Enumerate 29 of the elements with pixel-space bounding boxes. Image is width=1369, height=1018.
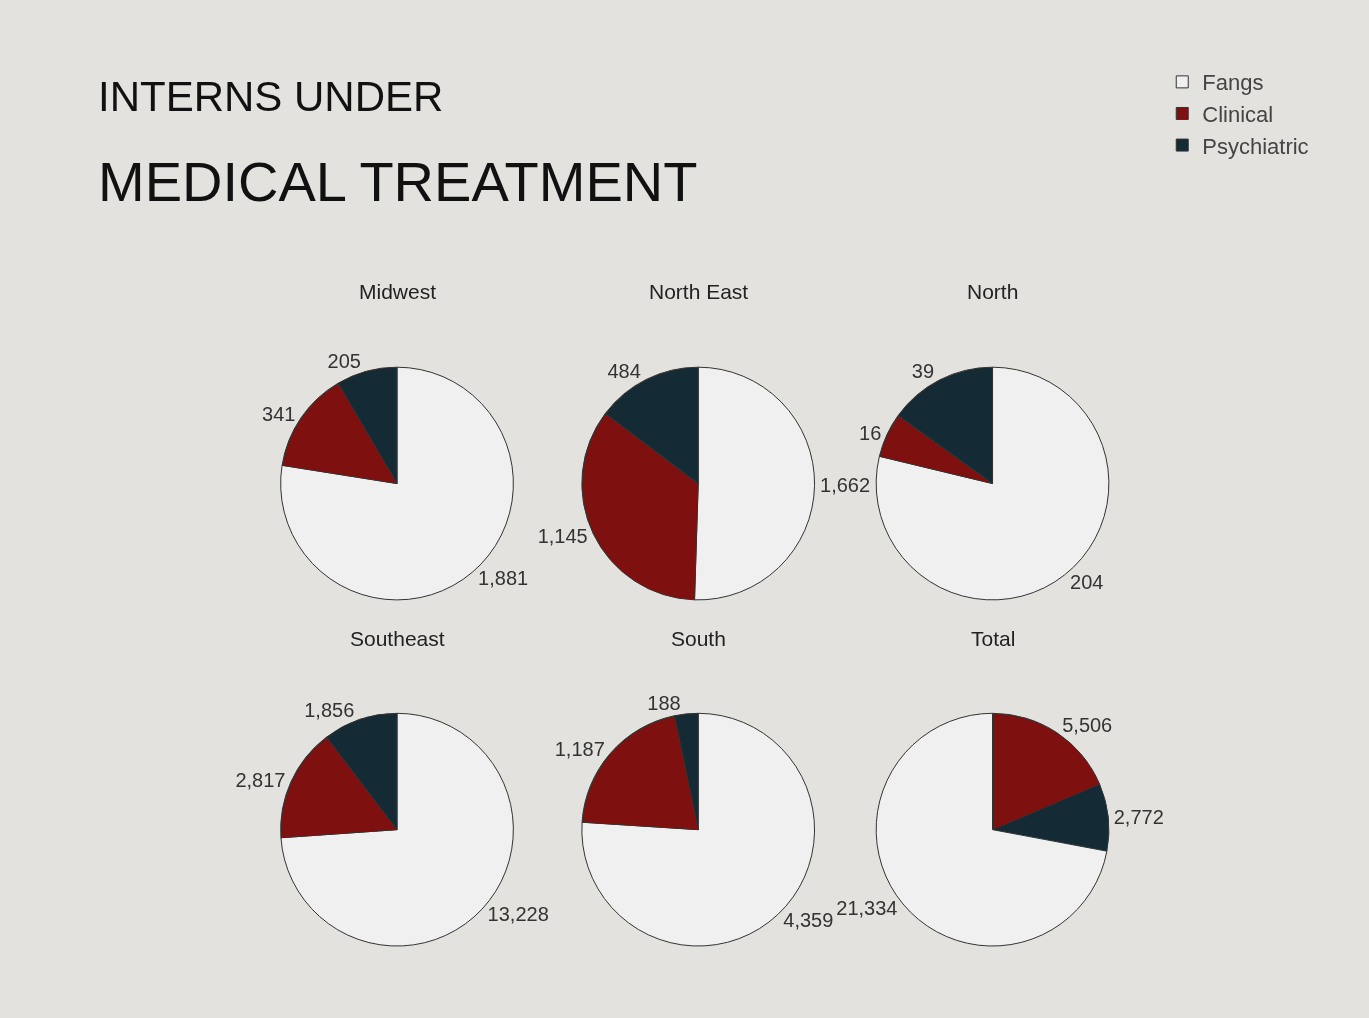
- chart-title: North East: [649, 280, 749, 303]
- legend-label: Psychiatric: [1202, 133, 1309, 159]
- data-label: 1,145: [537, 524, 588, 547]
- data-label: 21,334: [836, 897, 898, 920]
- data-label: 16: [859, 422, 882, 445]
- data-label: 204: [1070, 570, 1104, 593]
- data-label: 2,772: [1113, 805, 1164, 828]
- data-label: 205: [327, 350, 361, 373]
- chart-title: Southeast: [350, 627, 445, 650]
- data-label: 188: [647, 692, 681, 715]
- data-label: 39: [911, 360, 935, 383]
- data-label: 1,856: [304, 698, 355, 721]
- data-label: 1,187: [554, 737, 605, 760]
- data-label: 1,662: [820, 474, 871, 497]
- chart-title: South: [671, 627, 726, 650]
- chart-title: North: [967, 280, 1019, 303]
- chart-title: Total: [971, 627, 1016, 650]
- legend-label: Fangs: [1202, 70, 1264, 96]
- data-label: 2,817: [235, 768, 286, 791]
- data-label: 13,228: [487, 903, 549, 926]
- data-label: 341: [262, 403, 296, 426]
- data-label: 4,359: [783, 909, 834, 932]
- data-label: 5,506: [1062, 713, 1113, 736]
- data-label: 1,881: [478, 567, 529, 590]
- legend-label: Clinical: [1202, 102, 1274, 128]
- text: MEDICAL TREATMENT: [98, 150, 698, 213]
- text: INTERNS UNDER: [98, 73, 444, 120]
- data-label: 484: [607, 359, 641, 382]
- text: Midwest: [359, 280, 437, 303]
